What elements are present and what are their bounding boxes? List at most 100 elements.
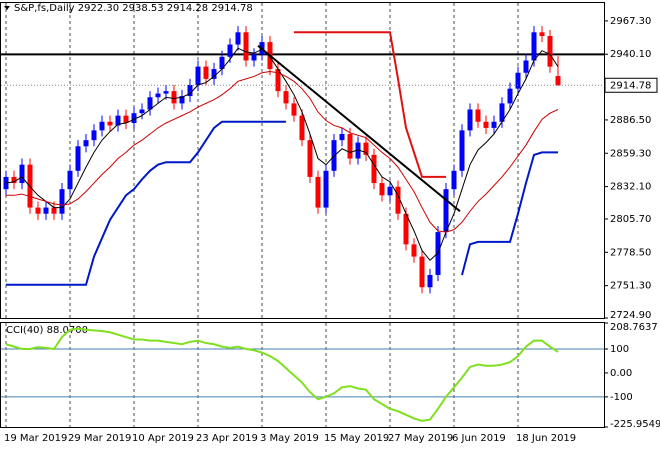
price-panel <box>0 2 605 319</box>
candle-body <box>147 97 153 110</box>
y-tick-label: -100 <box>610 392 633 403</box>
y-tick-label: 2832.10 <box>610 182 651 193</box>
indicator-label: CCI(40) 88.0700 <box>6 325 88 336</box>
candle-body <box>507 88 513 104</box>
x-tick-label: 19 Mar 2019 <box>4 433 67 444</box>
candle-body <box>467 109 473 131</box>
indicator-line <box>5 47 559 261</box>
candle-body <box>363 142 369 155</box>
candle-body <box>443 189 449 233</box>
candle-body <box>67 170 73 190</box>
candle-body <box>243 32 249 61</box>
candle-body <box>379 183 385 196</box>
candle-body <box>387 186 393 196</box>
y-tick-label: 208.7637 <box>610 322 658 333</box>
candle-body <box>123 115 129 123</box>
chart-title: S&P,fs,Daily 2922.30 2938.53 2914.28 291… <box>14 3 253 14</box>
candle-body <box>427 274 433 288</box>
candle-body <box>43 207 49 214</box>
candle-body <box>83 140 89 147</box>
trendline <box>257 45 461 213</box>
candle-body <box>403 213 409 245</box>
candle-body <box>35 207 41 214</box>
candle-body <box>179 96 185 104</box>
candle-body <box>531 32 537 61</box>
cci-line <box>5 327 559 422</box>
candle-body <box>347 134 353 159</box>
candle-body <box>131 113 137 123</box>
candle-body <box>107 121 113 126</box>
collapse-icon <box>4 6 10 10</box>
y-tick-label: 2724.90 <box>610 310 651 321</box>
y-tick-label: -225.9549 <box>610 419 660 430</box>
candle-body <box>219 56 225 70</box>
candle-body <box>395 186 401 214</box>
candle-body <box>195 66 201 85</box>
candle-body <box>283 91 289 104</box>
candle-body <box>315 176 321 208</box>
y-tick-label: 2805.70 <box>610 214 651 225</box>
candle-body <box>235 32 241 45</box>
x-tick-label: 27 May 2019 <box>388 433 453 444</box>
candle-body <box>59 189 65 214</box>
candle-body <box>115 115 121 126</box>
candle-body <box>203 66 209 79</box>
candle-body <box>451 170 457 190</box>
candle-body <box>355 142 361 159</box>
candle-body <box>491 121 497 128</box>
x-tick-label: 10 Apr 2019 <box>132 433 194 444</box>
candle-body <box>555 76 561 86</box>
candle-body <box>339 134 345 141</box>
x-tick-label: 15 May 2019 <box>324 433 389 444</box>
candle-body <box>539 32 545 36</box>
candle-body <box>171 91 177 104</box>
y-tick-label: 100 <box>610 344 629 355</box>
y-tick-label: 2967.30 <box>610 16 651 27</box>
x-tick-label: 29 Mar 2019 <box>68 433 131 444</box>
candle-body <box>187 84 193 97</box>
candle-body <box>307 140 313 177</box>
candle-body <box>19 164 25 184</box>
indicator-line <box>6 120 558 286</box>
candle-body <box>475 109 481 122</box>
y-tick-label: 2751.30 <box>610 281 651 292</box>
candle-body <box>371 154 377 184</box>
candle-body <box>547 35 553 67</box>
x-tick-label: 23 Apr 2019 <box>196 433 258 444</box>
candle-body <box>11 176 17 184</box>
candle-body <box>99 121 105 131</box>
candle-body <box>227 44 233 57</box>
candle-body <box>523 60 529 73</box>
candle-body <box>299 115 305 141</box>
cci-panel <box>0 322 605 428</box>
candle-body <box>251 54 257 61</box>
candle-body <box>411 244 417 257</box>
candle-body <box>51 207 57 214</box>
x-tick-label: 3 May 2019 <box>260 433 319 444</box>
candle-body <box>515 72 521 89</box>
candle-body <box>323 170 329 208</box>
candle-body <box>91 130 97 141</box>
candle-body <box>459 130 465 171</box>
last-price-label: 2914.78 <box>610 80 651 91</box>
indicator-line <box>294 31 446 178</box>
candle-body <box>75 146 81 171</box>
indicator-line <box>6 71 559 233</box>
candle-body <box>155 93 161 98</box>
candle-body <box>483 121 489 128</box>
candle-body <box>275 69 281 92</box>
y-tick-label: 2886.50 <box>610 115 651 126</box>
y-tick-label: 2940.10 <box>610 49 651 60</box>
x-tick-label: 18 Jun 2019 <box>516 433 576 444</box>
candle-body <box>163 91 169 94</box>
candle-body <box>211 69 217 79</box>
candle-body <box>499 103 505 122</box>
y-tick-label: 2859.30 <box>610 148 651 159</box>
last-price-box <box>604 77 658 93</box>
candle-body <box>139 109 145 114</box>
candle-body <box>291 103 297 116</box>
x-tick-label: 6 Jun 2019 <box>452 433 506 444</box>
y-tick-label: 0.00 <box>610 368 632 379</box>
